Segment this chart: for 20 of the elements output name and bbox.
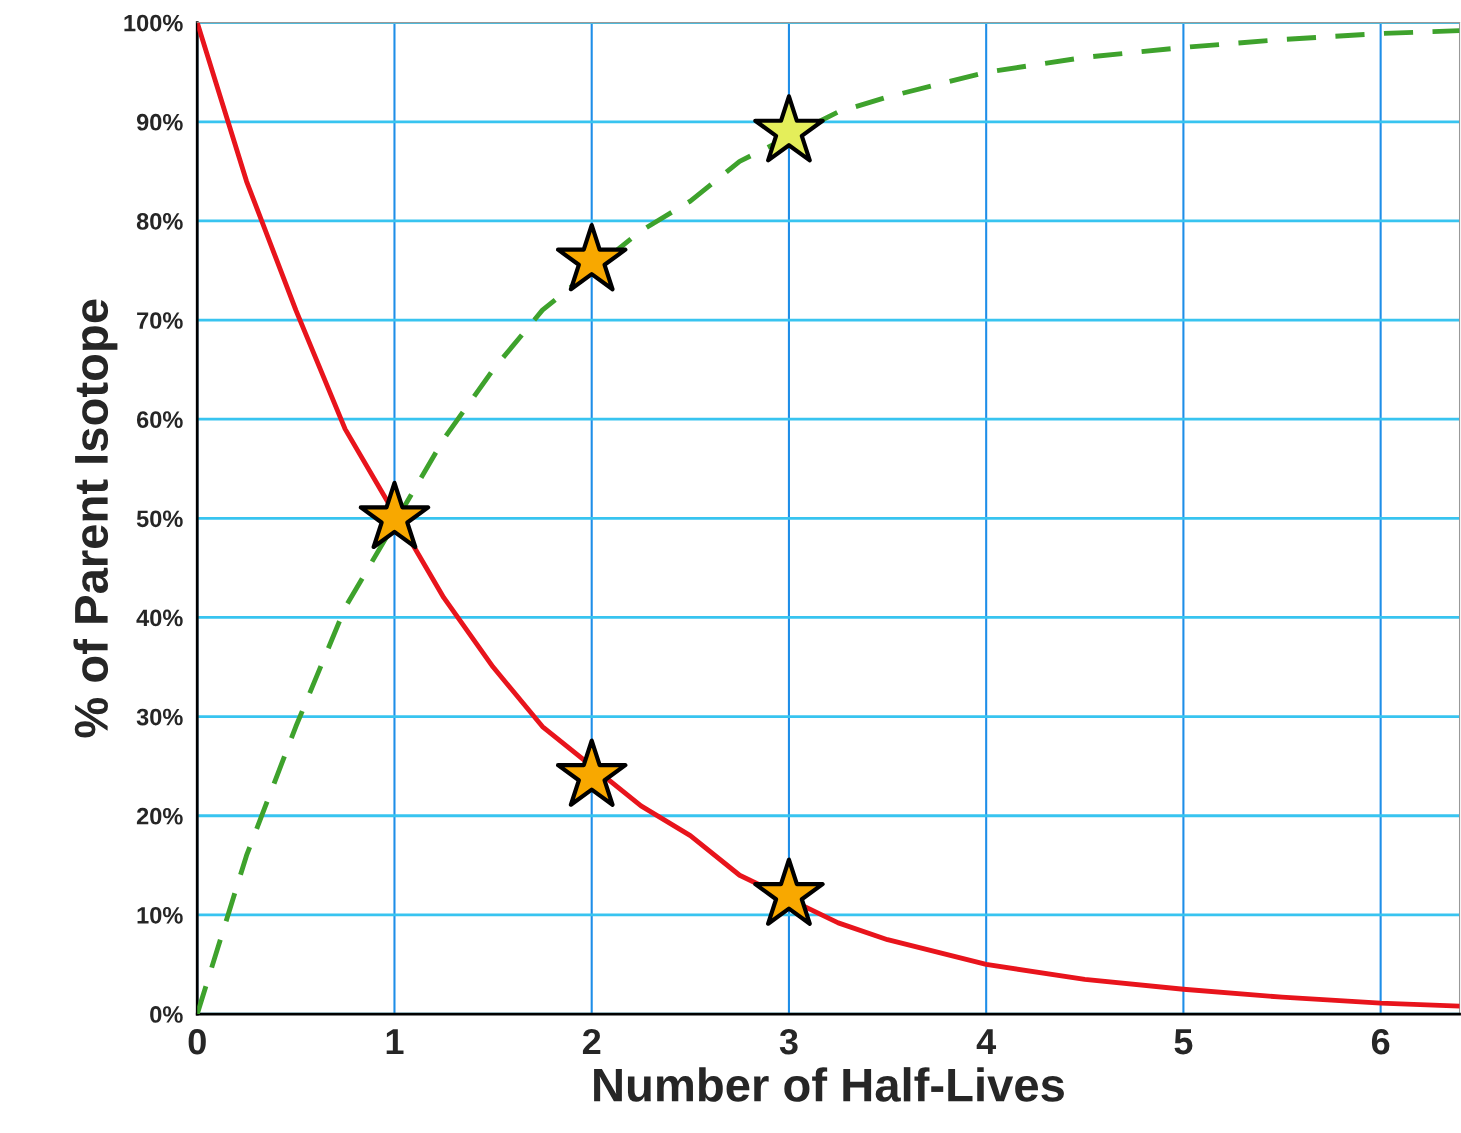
y-tick-label: 0% <box>150 1006 183 1023</box>
y-tick-label: 70% <box>137 312 183 329</box>
x-tick-label: 2 <box>582 1028 601 1055</box>
y-tick-label: 50% <box>136 510 183 528</box>
x-tick-label: 4 <box>976 1029 997 1055</box>
y-tick-label: 100% <box>124 14 183 32</box>
y-tick-label: 90% <box>136 113 183 131</box>
y-tick-label: 10% <box>137 906 183 924</box>
x-tick-label: 3 <box>779 1028 798 1055</box>
y-tick-label: 80% <box>136 213 183 230</box>
x-axis-title: Number of Half-Lives <box>594 1067 1064 1102</box>
y-tick-label: 30% <box>136 708 183 726</box>
y-tick-label: 60% <box>136 411 183 428</box>
y-tick-label: 20% <box>136 807 183 825</box>
x-tick-label: 0 <box>188 1028 206 1055</box>
y-tick-label: 40% <box>136 609 183 627</box>
y-axis-title: % of Parent Isotope <box>73 299 118 738</box>
x-tick-label: 5 <box>1174 1029 1193 1055</box>
x-tick-label: 1 <box>386 1029 404 1055</box>
x-tick-label: 6 <box>1371 1028 1390 1055</box>
